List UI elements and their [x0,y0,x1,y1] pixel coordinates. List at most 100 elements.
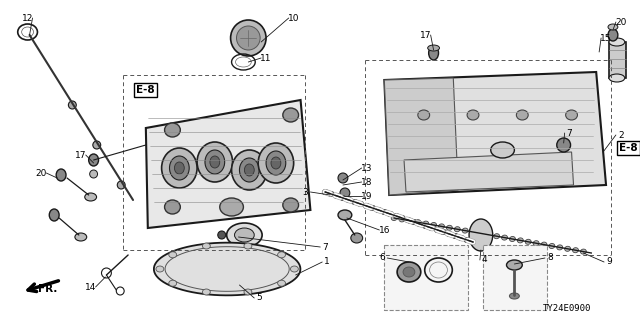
Ellipse shape [525,239,531,244]
Ellipse shape [68,101,76,109]
Ellipse shape [573,248,579,253]
Ellipse shape [458,236,464,241]
Ellipse shape [381,209,387,215]
Ellipse shape [202,289,211,295]
Ellipse shape [411,220,417,225]
Ellipse shape [210,156,220,168]
Ellipse shape [205,150,225,174]
Ellipse shape [338,173,348,183]
Ellipse shape [56,169,66,181]
Text: 15: 15 [600,34,612,43]
Ellipse shape [334,193,340,199]
Polygon shape [447,233,454,235]
Ellipse shape [278,280,285,286]
Text: 6: 6 [380,253,385,262]
Ellipse shape [84,193,97,201]
Text: 12: 12 [22,13,33,22]
Ellipse shape [49,209,59,221]
Polygon shape [384,78,458,195]
Ellipse shape [283,108,299,122]
Ellipse shape [423,221,429,226]
Polygon shape [397,216,404,218]
Polygon shape [407,220,414,221]
Ellipse shape [486,232,492,237]
Ellipse shape [415,220,420,225]
Ellipse shape [164,200,180,214]
Ellipse shape [566,110,577,120]
Ellipse shape [352,199,358,204]
Ellipse shape [278,252,285,258]
Text: TY24E0900: TY24E0900 [543,304,591,313]
Ellipse shape [564,246,570,251]
Ellipse shape [338,210,352,220]
Ellipse shape [244,289,252,295]
Ellipse shape [346,197,352,203]
Ellipse shape [447,225,452,230]
Ellipse shape [491,142,515,158]
Ellipse shape [397,262,420,282]
Ellipse shape [156,266,164,272]
Ellipse shape [244,164,254,176]
Ellipse shape [169,252,177,258]
Text: 8: 8 [547,253,553,262]
Ellipse shape [117,181,125,189]
Polygon shape [346,199,353,201]
Text: 18: 18 [361,178,372,187]
Ellipse shape [580,249,586,254]
Polygon shape [366,206,373,207]
Ellipse shape [75,233,86,241]
Ellipse shape [169,280,177,286]
Ellipse shape [197,142,232,182]
Polygon shape [404,152,573,192]
Text: 1: 1 [324,258,330,267]
Text: 19: 19 [361,191,372,201]
Ellipse shape [175,162,184,174]
Ellipse shape [506,260,522,270]
Ellipse shape [549,244,555,249]
Ellipse shape [323,189,328,195]
Ellipse shape [431,222,436,228]
Text: 17: 17 [420,30,431,39]
Ellipse shape [464,237,470,243]
Ellipse shape [517,238,524,243]
Ellipse shape [429,46,438,60]
Polygon shape [356,202,363,204]
Ellipse shape [90,170,97,178]
Polygon shape [384,72,606,195]
Ellipse shape [440,229,446,235]
Text: 5: 5 [256,293,262,302]
Polygon shape [154,243,300,295]
Ellipse shape [291,266,298,272]
Ellipse shape [541,242,547,247]
Ellipse shape [467,110,479,120]
Ellipse shape [509,236,515,242]
Ellipse shape [93,141,100,149]
Ellipse shape [391,215,397,220]
Ellipse shape [462,228,468,233]
Ellipse shape [407,218,413,223]
Text: E-8: E-8 [136,85,155,95]
Ellipse shape [237,26,260,50]
Ellipse shape [89,154,99,166]
Ellipse shape [609,38,625,46]
Text: 9: 9 [606,258,612,267]
Ellipse shape [509,293,519,299]
Polygon shape [609,42,626,78]
Ellipse shape [376,207,381,212]
Text: 10: 10 [288,13,300,22]
Text: 7: 7 [323,243,328,252]
Ellipse shape [328,191,334,196]
Ellipse shape [608,24,618,30]
Ellipse shape [164,123,180,137]
Ellipse shape [271,157,281,169]
Ellipse shape [403,267,415,277]
Text: 14: 14 [85,283,97,292]
Text: 16: 16 [379,226,390,235]
Text: 3: 3 [303,188,308,196]
Text: 13: 13 [361,164,372,172]
Polygon shape [325,192,332,194]
Ellipse shape [493,234,500,239]
Ellipse shape [220,198,243,216]
Text: 7: 7 [566,129,572,138]
Ellipse shape [369,205,376,211]
